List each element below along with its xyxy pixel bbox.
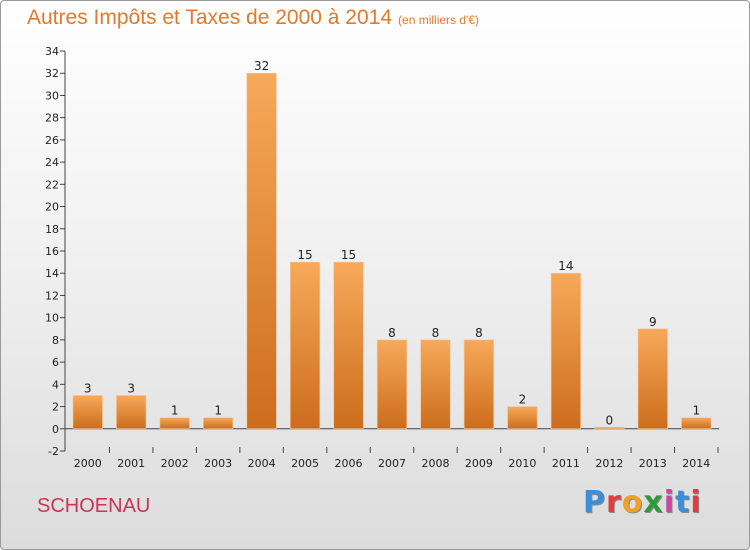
chart-unit: (en milliers d'€) [398,13,480,27]
bar-2014 [681,417,712,430]
bar-2010 [507,406,538,430]
bar-2001 [116,395,147,430]
x-tick-label: 2009 [465,457,493,470]
x-tick-label: 2010 [508,457,536,470]
bars [72,72,712,430]
y-tick-label: 18 [45,223,59,236]
bar-2013 [637,328,668,430]
value-label-2001: 3 [127,381,135,395]
bar-2002 [159,417,190,430]
proxiti-logo[interactable]: Proxiti [583,485,702,520]
x-tick-label: 2005 [291,457,319,470]
x-tick-label: 2012 [595,457,623,470]
logo-letter: t [675,485,691,520]
logo-letter: r [606,485,622,520]
x-tick-label: 2000 [74,457,102,470]
y-tick-label: 28 [45,112,59,125]
value-label-2011: 14 [558,259,573,273]
bar-2006 [333,261,364,430]
value-label-2005: 15 [297,248,312,262]
y-tick-label: 14 [45,267,59,280]
x-tick-label: 2002 [161,457,189,470]
y-tick-label: 8 [52,334,59,347]
y-tick-label: 34 [45,45,59,58]
logo-letter: x [643,485,664,520]
y-tick-label: 6 [52,356,59,369]
logo-letter: i [690,485,702,520]
y-tick-label: 16 [45,245,59,258]
x-tick-label: 2008 [421,457,449,470]
bar-2000 [72,395,103,430]
bar-2012 [594,426,625,430]
value-label-2002: 1 [171,404,179,418]
logo-letter: i [663,485,676,520]
y-tick-label: 0 [52,423,59,436]
bar-2007 [376,339,408,430]
y-tick-label: 2 [52,401,59,414]
x-tick-label: 2003 [204,457,232,470]
bar-2004 [246,72,277,430]
y-tick-label: 30 [45,89,59,102]
y-tick-label: 12 [45,289,59,302]
bar-2003 [203,417,234,430]
x-tick-label: 2001 [117,457,145,470]
y-tick-label: 26 [45,134,59,147]
labels: 3 3 1 1 32 15 15 8 8 8 2 14 0 9 1 [84,59,700,427]
x-tick-label: 2007 [378,457,406,470]
logo-letter: P [583,485,606,520]
y-tick-label: 10 [45,312,59,325]
y-tick-label: 32 [45,67,59,80]
value-label-2006: 15 [341,248,356,262]
value-label-2009: 8 [475,326,483,340]
bar-2005 [289,261,321,430]
y-tick-label: 24 [45,156,59,169]
x-tick-label: 2014 [682,457,710,470]
chart-title-text: Autres Impôts et Taxes de 2000 à 2014 [27,6,393,29]
value-label-2000: 3 [84,381,92,395]
value-label-2008: 8 [432,326,440,340]
y-tick-label: 4 [52,378,59,391]
bar-2008 [420,339,451,430]
value-label-2012: 0 [606,413,614,427]
commune-name: SCHOENAU [37,495,151,517]
value-label-2010: 2 [519,393,527,407]
x-tick-label: 2011 [552,457,580,470]
value-label-2013: 9 [649,315,657,329]
value-label-2004: 32 [254,59,269,73]
y-tick-label: 22 [45,178,59,191]
x-tick-label: 2006 [335,457,363,470]
chart-title: Autres Impôts et Taxes de 2000 à 2014 (en… [27,6,479,30]
x-tick-label: 2013 [639,457,667,470]
y-tick-label: 20 [45,201,59,214]
y-tick-label: -2 [48,445,59,458]
bar-2011 [550,272,581,430]
value-label-2014: 1 [692,404,700,418]
x-tick-label: 2004 [248,457,276,470]
value-label-2003: 1 [214,404,222,418]
logo-letter: o [621,485,644,520]
value-label-2007: 8 [388,326,396,340]
bar-2009 [463,339,495,430]
